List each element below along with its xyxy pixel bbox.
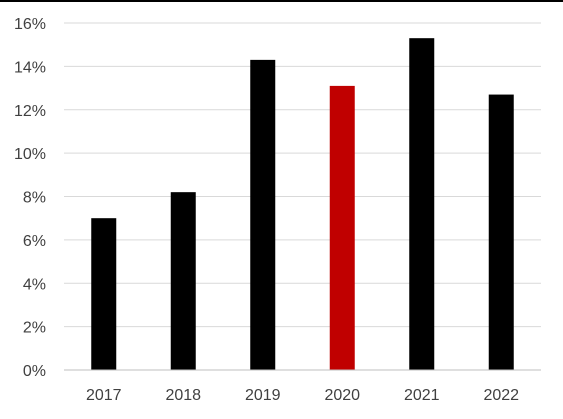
y-tick-label: 4% <box>23 276 46 293</box>
y-tick-label: 14% <box>14 59 46 76</box>
y-tick-label: 2% <box>23 320 46 337</box>
x-tick-label: 2019 <box>245 387 281 404</box>
y-tick-label: 12% <box>14 103 46 120</box>
y-tick-labels: 0% 2% 4% 6% 8% 10% 12% 14% 16% <box>14 16 46 380</box>
gridlines <box>64 22 541 328</box>
bar-2020 <box>329 85 355 371</box>
y-tick-label: 0% <box>23 363 46 380</box>
y-tick-label: 16% <box>14 16 46 33</box>
x-tick-label: 2018 <box>165 387 201 404</box>
bar-2017 <box>91 218 117 370</box>
bar-2018 <box>170 192 196 370</box>
bar-2019 <box>250 59 276 371</box>
x-tick-label: 2022 <box>483 387 519 404</box>
x-tick-label: 2021 <box>404 387 440 404</box>
x-tick-label: 2020 <box>324 387 360 404</box>
x-tick-label: 2017 <box>86 387 122 404</box>
x-tick-labels: 2017 2018 2019 2020 2021 2022 <box>86 387 519 404</box>
y-tick-label: 10% <box>14 146 46 163</box>
bar-2022 <box>488 94 514 370</box>
y-tick-label: 6% <box>23 233 46 250</box>
top-border <box>0 0 563 2</box>
y-tick-label: 8% <box>23 190 46 207</box>
bar-2021 <box>409 38 435 371</box>
bars <box>91 38 514 371</box>
